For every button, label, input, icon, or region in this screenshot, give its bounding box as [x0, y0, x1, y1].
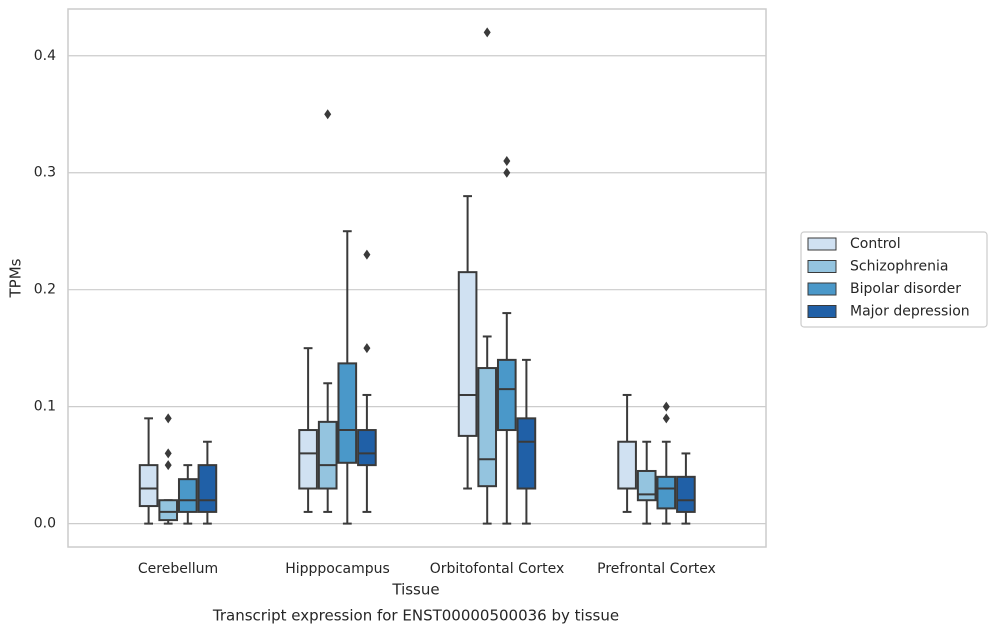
- outlier: [503, 156, 511, 167]
- x-tick-label: Prefrontal Cortex: [597, 561, 716, 577]
- box: [656, 475, 677, 510]
- outlier: [363, 343, 371, 354]
- y-tick-label: 0.0: [34, 516, 56, 532]
- box: [138, 464, 159, 508]
- box: [457, 271, 478, 437]
- box: [298, 429, 318, 490]
- legend-swatch: [807, 260, 837, 273]
- x-axis-label: Tissue: [391, 581, 439, 599]
- legend-frame: [800, 231, 988, 328]
- outlier: [483, 27, 491, 38]
- y-tick-label: 0.4: [34, 48, 56, 64]
- chart-title: Transcript expression for ENST0000050003…: [212, 607, 619, 625]
- legend-label: Control: [850, 236, 901, 252]
- outlier: [324, 109, 332, 120]
- box: [197, 464, 218, 513]
- box: [676, 475, 696, 513]
- y-tick-label: 0.1: [34, 399, 56, 415]
- x-tick-label: Orbitofontal Cortex: [430, 561, 565, 577]
- outlier: [164, 413, 172, 424]
- outlier: [363, 249, 371, 260]
- outlier: [164, 460, 172, 471]
- box: [317, 420, 338, 490]
- legend-swatch: [807, 305, 837, 318]
- y-tick-label: 0.3: [34, 165, 56, 181]
- box: [158, 499, 179, 522]
- legend-label: Schizophrenia: [850, 259, 948, 275]
- legend-swatch: [807, 282, 837, 296]
- x-tick-label: Cerebellum: [138, 561, 218, 577]
- box: [477, 367, 498, 488]
- box: [357, 429, 377, 467]
- box: [516, 417, 537, 490]
- x-tick-label: Hipppocampus: [285, 561, 390, 577]
- box: [177, 478, 198, 513]
- box: [337, 362, 358, 464]
- legend-label: Major depression: [850, 304, 970, 320]
- y-axis-label: TPMs: [7, 258, 25, 298]
- outlier: [662, 401, 670, 412]
- outlier: [503, 167, 511, 178]
- box: [636, 469, 657, 502]
- plot-frame: [67, 8, 767, 548]
- outlier: [662, 413, 670, 424]
- legend-label: Bipolar disorder: [850, 281, 961, 297]
- outlier: [164, 448, 172, 459]
- box: [496, 358, 517, 432]
- legend-swatch: [807, 237, 837, 251]
- y-tick-label: 0.2: [34, 282, 56, 298]
- box: [617, 440, 637, 490]
